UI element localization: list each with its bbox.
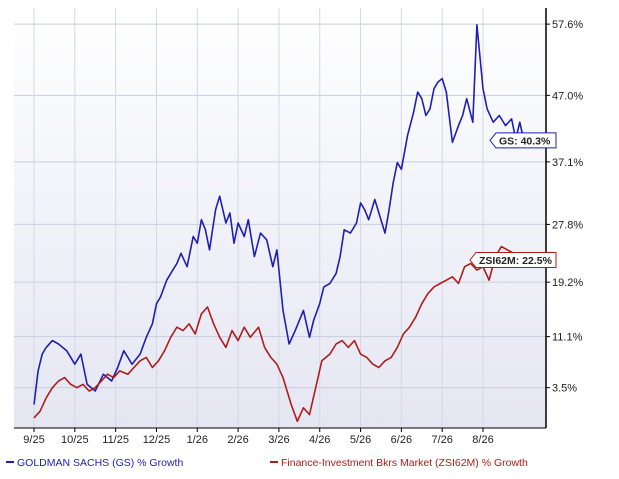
plot-area	[14, 8, 546, 428]
end-label-box-1	[469, 252, 557, 268]
y-axis: 57.6% 47.0% 37.1% 27.8% 19.2% 11.1% 3.5%	[546, 19, 583, 395]
legend-label-1: Finance-Investment Bkrs Market (ZSI62M) …	[281, 457, 528, 469]
y-tick-label: 47.0%	[552, 90, 583, 102]
end-label-text-1: ZSI62M: 22.5%	[479, 255, 553, 267]
x-tick-label: 10/25	[61, 434, 89, 446]
x-tick-label: 7/26	[431, 434, 452, 446]
end-label-text-0: GS: 40.3%	[499, 135, 551, 147]
legend-label-0: GOLDMAN SACHS (GS) % Growth	[17, 457, 183, 469]
series-line-0	[33, 23, 525, 405]
x-tick-label: 6/26	[391, 434, 412, 446]
grid	[14, 8, 546, 428]
x-tick-label: 12/25	[143, 434, 171, 446]
series-line-1	[33, 245, 525, 423]
y-tick-label: 3.5%	[552, 383, 577, 395]
x-axis: 9/25 10/25 11/25 12/25 1/26 2/26 3/26 4/26 5/26 6…	[23, 428, 494, 446]
x-tick-label: 8/26	[472, 434, 493, 446]
y-tick-label: 19.2%	[552, 277, 583, 289]
y-tick-label: 37.1%	[552, 157, 583, 169]
end-label-box-0	[489, 132, 557, 149]
x-tick-label: 5/26	[350, 434, 371, 446]
x-tick-label: 9/25	[23, 434, 44, 446]
y-tick-label: 11.1%	[552, 332, 583, 344]
x-tick-label: 1/26	[187, 434, 208, 446]
y-tick-label: 27.8%	[552, 219, 583, 231]
y-tick-label: 57.6%	[552, 19, 583, 31]
x-tick-label: 11/25	[102, 434, 129, 446]
x-tick-label: 2/26	[227, 434, 248, 446]
legend: GOLDMAN SACHS (GS) % Growth Finance-Inves…	[6, 457, 528, 469]
x-tick-label: 3/26	[268, 434, 289, 446]
end-labels: GS: 40.3% ZSI62M: 22.5%	[469, 132, 557, 268]
series-lines	[33, 23, 525, 423]
x-tick-label: 4/26	[309, 434, 330, 446]
